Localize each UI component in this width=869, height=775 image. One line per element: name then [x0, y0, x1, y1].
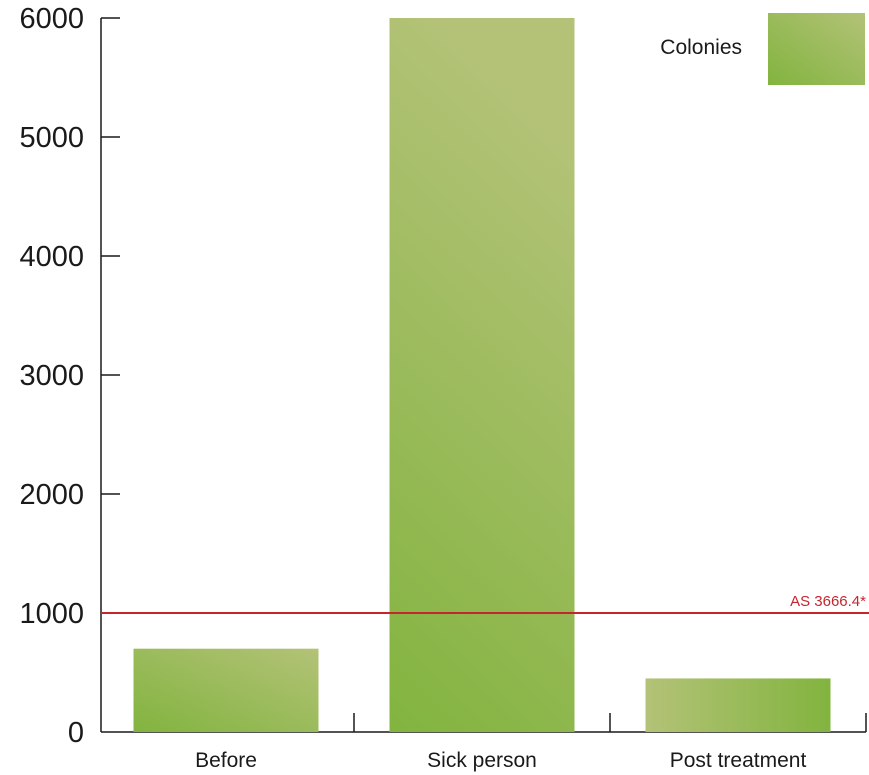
legend-swatch — [768, 13, 865, 85]
bars — [133, 18, 831, 732]
bar-sick-person — [389, 18, 575, 732]
x-tick-label: Sick person — [427, 749, 537, 772]
y-tick-label: 1000 — [19, 598, 84, 630]
reference-line-group: AS 3666.4* — [101, 593, 869, 614]
legend-label: Colonies — [660, 36, 742, 59]
y-axis: 0 1000 2000 3000 4000 5000 6000 — [19, 3, 120, 749]
legend: Colonies — [660, 13, 865, 85]
x-tick-label: Post treatment — [670, 749, 807, 772]
y-tick-label: 3000 — [19, 360, 84, 392]
y-tick-label: 0 — [68, 717, 84, 749]
x-axis: Before Sick person Post treatment — [101, 713, 867, 772]
x-tick-label: Before — [195, 749, 257, 772]
bar-before — [133, 648, 319, 732]
y-tick-label: 6000 — [19, 3, 84, 35]
reference-line-label: AS 3666.4* — [790, 593, 866, 610]
bar-post-treatment — [645, 678, 831, 732]
y-tick-label: 2000 — [19, 479, 84, 511]
y-tick-label: 4000 — [19, 241, 84, 273]
y-tick-label: 5000 — [19, 122, 84, 154]
